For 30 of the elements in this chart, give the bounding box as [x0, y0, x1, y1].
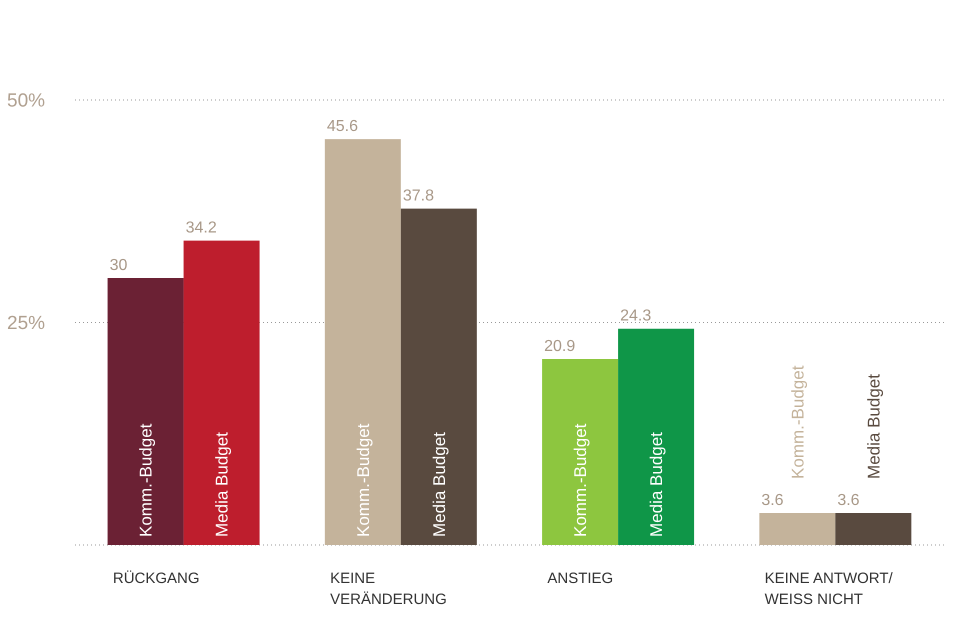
data-label: 24.3	[620, 308, 652, 325]
y-tick-label: 50%	[7, 90, 46, 112]
series-label: Media Budget	[212, 432, 232, 537]
x-tick-label: ANSTIEG	[547, 570, 614, 587]
bar	[835, 512, 912, 545]
x-tick-label: KEINE VERÄNDERUNG	[330, 570, 447, 608]
text: Media Budget	[430, 432, 449, 537]
bar	[324, 139, 401, 545]
series-label: Komm.-Budget	[136, 423, 156, 537]
data-label: 30	[110, 257, 128, 274]
data-label: 34.2	[186, 220, 217, 237]
data-label: 20.9	[544, 338, 576, 355]
text: Media Budget	[647, 432, 666, 537]
y-tick-label: 25%	[7, 313, 46, 334]
x-tick-label: KEINE ANTWORT/ WEISS NICHT	[764, 570, 894, 608]
bar	[542, 358, 618, 545]
x-tick-label: RÜCKGANG	[112, 570, 200, 587]
bar	[618, 328, 694, 545]
text: Komm.-Budget	[354, 424, 373, 537]
text: Komm.-Budget	[788, 366, 808, 479]
bar	[184, 240, 260, 545]
data-label: 3.6	[837, 492, 860, 509]
bar	[759, 512, 836, 545]
text: Komm.-Budget	[571, 424, 590, 537]
bar	[400, 208, 477, 545]
bar	[108, 278, 184, 545]
data-label: 3.6	[761, 492, 784, 509]
text: Media Budget	[864, 374, 884, 479]
data-label: 45.6	[326, 118, 358, 136]
data-label: 37.8	[402, 188, 434, 205]
